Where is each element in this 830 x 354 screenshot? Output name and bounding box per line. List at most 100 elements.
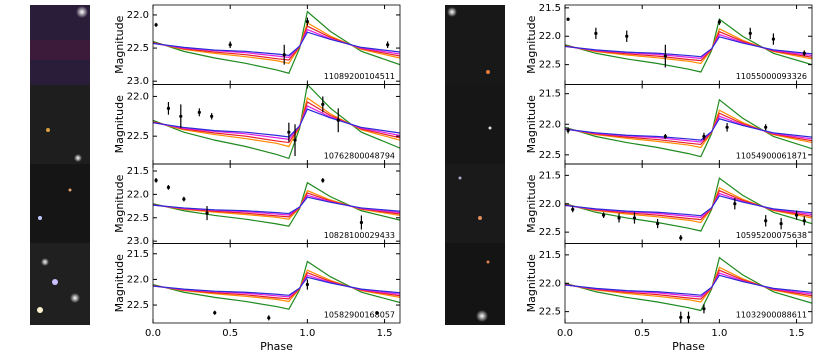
x-tick-label: 1.5 <box>377 328 393 339</box>
x-tick-label: 1.5 <box>789 328 805 339</box>
star <box>38 216 42 220</box>
model-curve <box>153 276 400 296</box>
star <box>70 293 80 303</box>
star <box>68 188 72 192</box>
y-tick-label: 21.5 <box>539 250 561 261</box>
star <box>458 176 462 180</box>
data-point <box>764 219 768 223</box>
y-tick-label: 22.5 <box>127 213 149 224</box>
data-point <box>293 138 297 142</box>
data-point <box>702 134 706 139</box>
object-id: 10582900168057 <box>324 311 395 320</box>
object-id: 10762800048794 <box>324 152 395 161</box>
data-point <box>594 31 598 35</box>
data-point <box>601 213 606 217</box>
data-point <box>779 222 783 226</box>
y-axis-label: Magnitude <box>525 15 538 74</box>
star <box>486 260 490 264</box>
data-point <box>663 54 667 58</box>
star <box>478 216 482 220</box>
y-tick-label: 22.5 <box>127 43 149 54</box>
y-tick-label: 22.0 <box>539 31 561 42</box>
object-id: 10828100029433 <box>324 231 395 240</box>
y-tick-label: 22.0 <box>127 10 149 21</box>
x-tick-label: 0.5 <box>634 328 650 339</box>
data-point <box>210 114 214 118</box>
thumbnail <box>445 164 505 243</box>
thumbnails <box>30 5 505 325</box>
data-point <box>686 315 691 319</box>
star <box>476 310 488 322</box>
x-axis-label: Phase <box>672 340 705 353</box>
y-axis-label: Magnitude <box>113 174 126 233</box>
data-point <box>305 282 309 287</box>
y-tick-label: 22.5 <box>539 227 561 238</box>
model-curve <box>153 97 400 148</box>
data-point <box>748 31 752 35</box>
thumbnail <box>30 85 90 164</box>
data-point <box>336 118 340 122</box>
model-curve <box>565 266 812 303</box>
data-point <box>321 178 325 182</box>
data-point <box>566 17 570 21</box>
model-curve <box>565 30 812 62</box>
thumbnail <box>445 243 505 325</box>
model-curve <box>565 195 812 217</box>
model-curve <box>565 187 812 224</box>
data-point <box>725 125 729 129</box>
data-point <box>717 20 721 24</box>
data-point <box>802 219 806 223</box>
data-point <box>179 114 183 118</box>
data-point <box>305 19 309 24</box>
object-id: 11032900088611 <box>736 311 807 320</box>
model-curve <box>565 177 812 232</box>
x-tick-label: 0.5 <box>222 328 238 339</box>
plot-area <box>565 98 812 158</box>
x-tick-label: 1.0 <box>299 328 315 339</box>
thumbnail <box>445 5 505 85</box>
model-curve <box>565 256 812 312</box>
data-point <box>386 43 390 47</box>
data-point <box>679 236 683 240</box>
data-point <box>166 185 171 189</box>
y-tick-label: 22.5 <box>539 150 561 161</box>
y-axis-label: Magnitude <box>525 95 538 154</box>
data-point <box>228 43 232 47</box>
y-tick-label: 22.5 <box>127 131 149 142</box>
data-point <box>197 110 201 114</box>
data-point <box>166 106 171 110</box>
y-tick-label: 22.5 <box>127 300 149 311</box>
data-point <box>321 102 325 106</box>
y-axis-label: Magnitude <box>525 174 538 233</box>
model-curve <box>153 269 400 303</box>
model-curve <box>565 28 812 65</box>
data-point <box>154 23 158 27</box>
object-id: 11089200104511 <box>324 72 395 81</box>
y-tick-label: 22.0 <box>127 91 149 102</box>
model-curve <box>565 109 812 149</box>
data-point <box>566 128 570 132</box>
thumbnail <box>30 164 90 243</box>
x-tick-label: 1.0 <box>711 328 727 339</box>
y-tick-label: 21.5 <box>539 89 561 100</box>
data-point <box>182 197 186 201</box>
model-curve <box>153 31 400 56</box>
star <box>447 7 457 17</box>
plot-area <box>565 177 812 241</box>
y-tick-label: 22.5 <box>539 60 561 71</box>
model-curve <box>565 274 812 296</box>
data-point <box>617 216 621 220</box>
model-curve <box>153 192 400 218</box>
data-point <box>632 216 637 220</box>
model-curve <box>565 118 812 141</box>
y-tick-label: 21.5 <box>127 249 149 260</box>
y-tick-label: 22.0 <box>539 119 561 130</box>
y-tick-label: 21.5 <box>539 170 561 181</box>
y-tick-label: 23.0 <box>127 236 149 247</box>
y-tick-label: 21.5 <box>539 3 561 14</box>
model-curve <box>153 84 400 160</box>
